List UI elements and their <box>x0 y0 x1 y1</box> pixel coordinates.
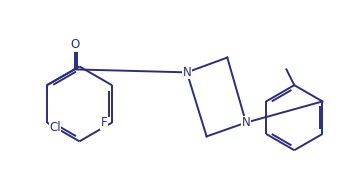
Text: N: N <box>242 116 250 129</box>
Text: F: F <box>101 116 107 129</box>
Text: N: N <box>182 66 191 79</box>
Text: Cl: Cl <box>49 121 61 134</box>
Text: O: O <box>70 38 79 51</box>
